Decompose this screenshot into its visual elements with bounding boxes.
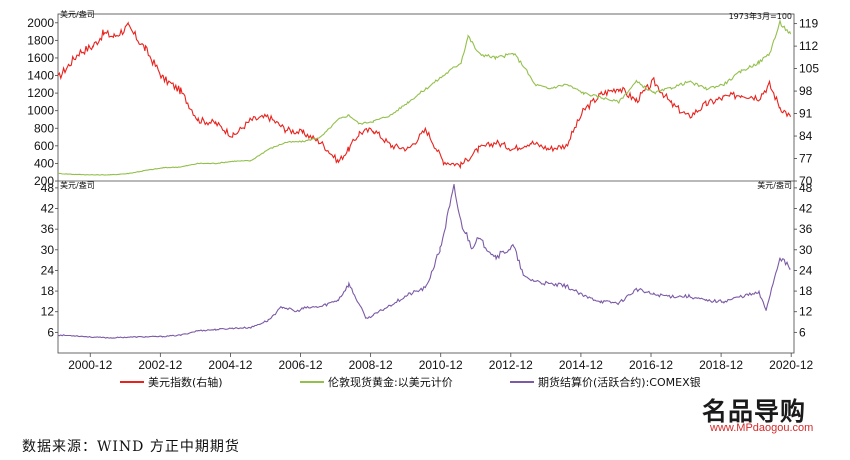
top-left-tick-label: 600 [34,139,54,153]
bottom-right-tick-label: 48 [799,181,813,195]
top-left-tick-label: 1000 [27,104,54,118]
bottom-right-tick-label: 30 [799,243,813,257]
x-tick-label: 2006-12 [279,358,323,372]
top-left-tick-label: 2000 [27,16,54,30]
legend-dollar-index-label: 美元指数(右轴) [148,375,223,389]
x-tick-label: 2014-12 [559,358,603,372]
watermark-logo: 名品导购 www.MPdaogou.com [702,392,832,440]
bottom-left-tick-label: 6 [47,325,54,339]
bottom-left-tick-label: 12 [41,305,55,319]
top-right-tick-label: 98 [799,84,813,98]
x-tick-label: 2018-12 [699,358,743,372]
top-right-tick-label: 77 [799,152,813,166]
bottom-right-tick-label: 18 [799,284,813,298]
x-tick-label: 2004-12 [208,358,252,372]
bottom-left-tick-label: 30 [41,243,55,257]
data-source-note: 数据来源：WIND 方正中期期货 [22,439,240,455]
x-tick-label: 2020-12 [769,358,813,372]
top-left-unit: 美元/盎司 [60,9,95,19]
chart-frame [57,13,795,354]
top-right-unit: 1973年3月=100 [729,11,792,21]
x-tick-label: 2002-12 [138,358,182,372]
x-tick-label: 2016-12 [629,358,673,372]
x-tick-label: 2012-12 [489,358,533,372]
top-left-tick-label: 200 [34,174,54,188]
x-tick-label: 2010-12 [419,358,463,372]
watermark-brand: 名品导购 [702,397,807,426]
top-right-tick-label: 84 [799,129,813,143]
top-left-tick-label: 1200 [27,86,54,100]
top-left-tick-label: 800 [34,121,54,135]
legend-silver-label: 期货结算价(活跃合约):COMEX银 [538,375,701,389]
top-left-tick-label: 400 [34,156,54,170]
top-left-tick-label: 1400 [27,69,54,83]
top-left-tick-label: 1600 [27,51,54,65]
top-right-tick-label: 91 [799,107,813,121]
bottom-left-tick-label: 48 [41,181,55,195]
top-right-tick-label: 119 [799,17,818,31]
bottom-left-tick-label: 24 [41,263,55,277]
bottom-left-tick-label: 36 [41,222,55,236]
gold-price-line [57,18,792,176]
top-left-tick-label: 1800 [27,33,54,47]
bottom-right-tick-label: 42 [799,202,813,216]
watermark-url: www.MPdaogou.com [710,422,814,434]
x-tick-label: 2000-12 [68,358,112,372]
bottom-right-unit: 美元/盎司 [757,180,792,190]
top-right-tick-label: 105 [799,62,819,76]
top-right-tick-label: 70 [799,174,813,188]
bottom-right-tick-label: 24 [799,263,813,277]
bottom-right-tick-label: 36 [799,222,813,236]
bottom-right-tick-label: 12 [799,305,813,319]
bottom-right-tick-label: 6 [799,325,806,339]
legend-gold-label: 伦敦现货黄金:以美元计价 [328,375,453,389]
bottom-left-unit: 美元/盎司 [60,180,95,190]
x-tick-label: 2008-12 [349,358,393,372]
bottom-left-tick-label: 18 [41,284,55,298]
top-right-tick-label: 112 [799,39,818,53]
bottom-left-tick-label: 42 [41,202,55,216]
dollar-index-line [57,21,792,170]
comex-silver-line [57,184,791,339]
